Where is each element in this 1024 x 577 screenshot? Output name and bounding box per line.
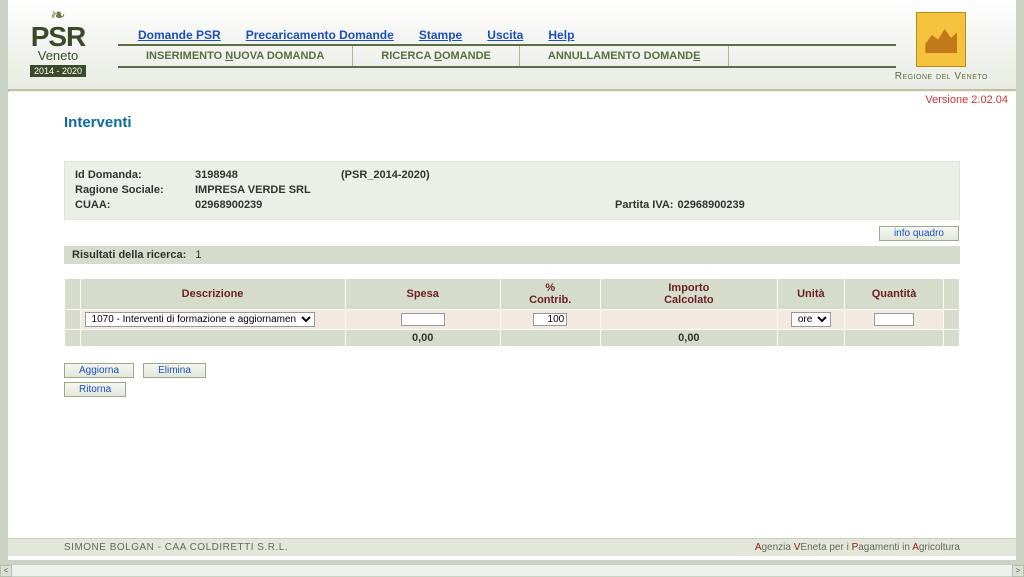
col-spesa: Spesa bbox=[345, 279, 500, 310]
cuaa-value: 02968900239 bbox=[195, 198, 335, 213]
nav-uscita[interactable]: Uscita bbox=[487, 28, 523, 42]
col-unita: Unità bbox=[778, 279, 845, 310]
region-shield-icon bbox=[916, 12, 966, 67]
nav-help[interactable]: Help bbox=[548, 28, 574, 42]
interventi-table: Descrizione Spesa %Contrib. ImportoCalco… bbox=[64, 278, 960, 347]
partita-iva-label: Partita IVA: bbox=[615, 198, 673, 213]
aggiorna-button[interactable]: Aggiorna bbox=[64, 363, 134, 378]
table-totals-row: 0,00 0,00 bbox=[65, 330, 960, 347]
version-label: Versione 2.02.04 bbox=[8, 92, 1016, 106]
footer-user: SIMONE BOLGAN - CAA COLDIRETTI S.R.L. bbox=[64, 542, 288, 553]
scroll-left-arrow[interactable]: < bbox=[0, 565, 12, 577]
table-header-row: Descrizione Spesa %Contrib. ImportoCalco… bbox=[65, 279, 960, 310]
content-area: Id Domanda: 3198948 (PSR_2014-2020) Ragi… bbox=[8, 141, 1016, 407]
info-panel: Id Domanda: 3198948 (PSR_2014-2020) Ragi… bbox=[64, 161, 960, 220]
col-contrib: %Contrib. bbox=[500, 279, 600, 310]
total-spesa: 0,00 bbox=[345, 330, 500, 347]
ragione-sociale-value: IMPRESA VERDE SRL bbox=[195, 183, 311, 198]
horizontal-scrollbar[interactable]: < > bbox=[0, 564, 1024, 576]
sub-nav: INSERIMENTO NUOVA DOMANDA RICERCA DOMAND… bbox=[118, 44, 896, 68]
ritorna-button[interactable]: Ritorna bbox=[64, 382, 126, 397]
descrizione-select[interactable]: 1070 - Interventi di formazione e aggior… bbox=[85, 312, 315, 327]
col-spacer-left bbox=[65, 279, 81, 310]
partita-iva-value: 02968900239 bbox=[677, 198, 744, 213]
page-title: Interventi bbox=[8, 106, 1016, 141]
scroll-right-arrow[interactable]: > bbox=[1012, 565, 1024, 577]
nav-domande-psr[interactable]: Domande PSR bbox=[138, 28, 221, 42]
region-text: Regione del Veneto bbox=[895, 71, 988, 82]
col-quantita: Quantità bbox=[844, 279, 944, 310]
action-buttons: Aggiorna Elimina Ritorna bbox=[64, 363, 960, 397]
id-domanda-program: (PSR_2014-2020) bbox=[341, 168, 430, 183]
app-logo: ❧ PSR Veneto 2014 - 2020 bbox=[18, 5, 98, 77]
contrib-input[interactable] bbox=[533, 313, 567, 326]
col-descrizione: Descrizione bbox=[80, 279, 345, 310]
nav-stampe[interactable]: Stampe bbox=[419, 28, 462, 42]
footer-agency: Agenzia VEneta per i Pagamenti in Agrico… bbox=[755, 542, 960, 553]
results-label: Risultati della ricerca: bbox=[72, 249, 186, 261]
header: ❧ PSR Veneto 2014 - 2020 Domande PSR Pre… bbox=[8, 0, 1016, 90]
col-importo: ImportoCalcolato bbox=[600, 279, 777, 310]
subnav-inserimento[interactable]: INSERIMENTO NUOVA DOMANDA bbox=[118, 46, 353, 66]
results-bar: Risultati della ricerca: 1 bbox=[64, 246, 960, 264]
logo-sub: Veneto bbox=[18, 48, 98, 63]
nav-precaricamento[interactable]: Precaricamento Domande bbox=[246, 28, 394, 42]
top-nav: Domande PSR Precaricamento Domande Stamp… bbox=[138, 28, 596, 42]
region-badge: Regione del Veneto bbox=[895, 12, 988, 82]
logo-years: 2014 - 2020 bbox=[30, 65, 86, 77]
info-quadro-button[interactable]: info quadro bbox=[879, 226, 959, 241]
col-spacer-right bbox=[944, 279, 960, 310]
results-count: 1 bbox=[195, 249, 201, 261]
subnav-annullamento[interactable]: ANNULLAMENTO DOMANDE bbox=[520, 46, 730, 66]
id-domanda-value: 3198948 bbox=[195, 168, 335, 183]
unita-select[interactable]: ore bbox=[791, 312, 831, 327]
ragione-sociale-label: Ragione Sociale: bbox=[75, 183, 195, 198]
spesa-input[interactable] bbox=[401, 313, 445, 326]
row-spacer-left bbox=[65, 310, 81, 330]
elimina-button[interactable]: Elimina bbox=[143, 363, 206, 378]
cuaa-label: CUAA: bbox=[75, 198, 195, 213]
id-domanda-label: Id Domanda: bbox=[75, 168, 195, 183]
quantita-input[interactable] bbox=[874, 313, 914, 326]
logo-name: PSR bbox=[18, 26, 98, 48]
footer: SIMONE BOLGAN - CAA COLDIRETTI S.R.L. Ag… bbox=[8, 538, 1016, 556]
total-importo: 0,00 bbox=[600, 330, 777, 347]
subnav-ricerca[interactable]: RICERCA DOMANDE bbox=[353, 46, 520, 66]
importo-cell bbox=[600, 310, 777, 330]
row-spacer-right bbox=[944, 310, 960, 330]
table-row: 1070 - Interventi di formazione e aggior… bbox=[65, 310, 960, 330]
